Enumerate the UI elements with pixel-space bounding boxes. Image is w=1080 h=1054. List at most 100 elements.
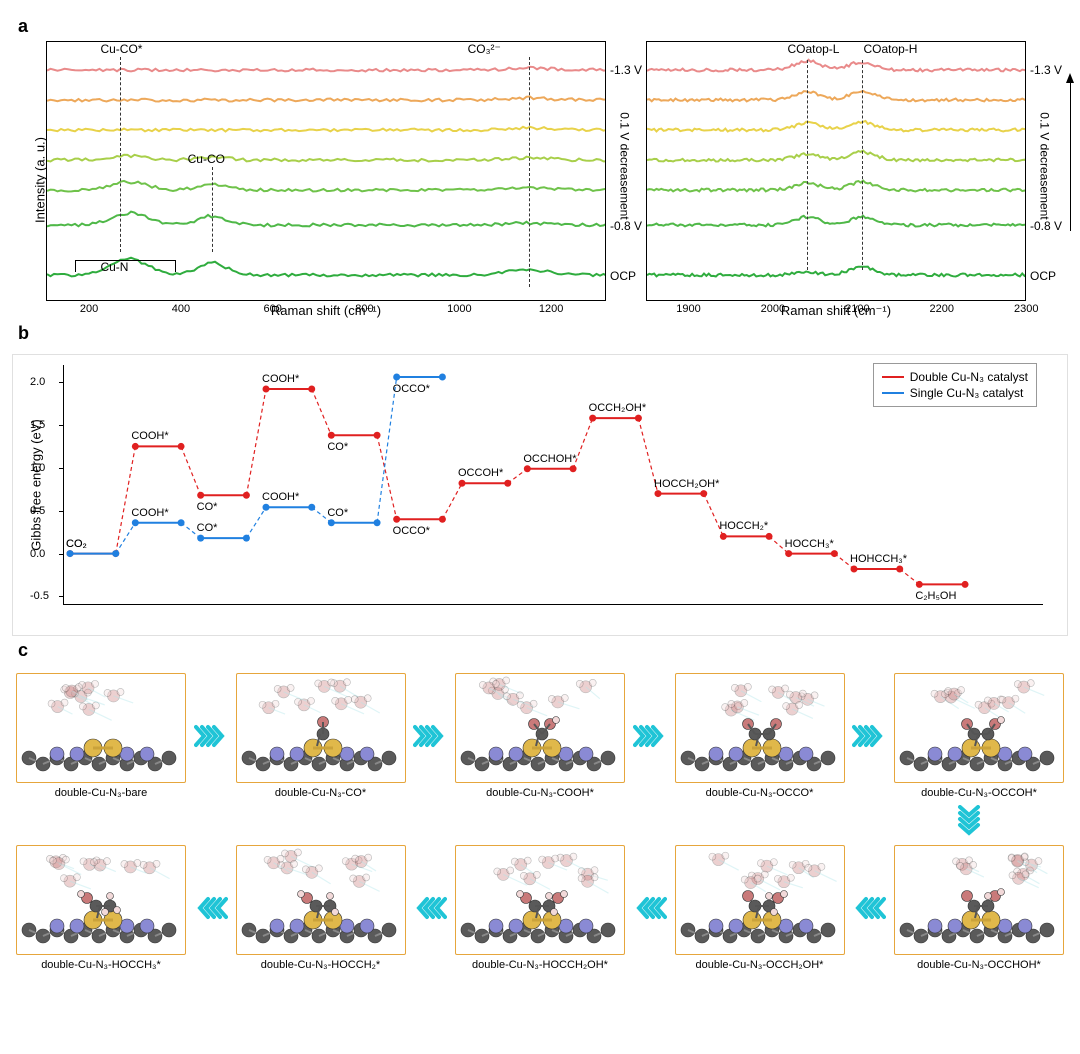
energy-step-label: CO* (327, 441, 348, 453)
structure-caption: double-Cu-N₃-OCCHOH* (917, 959, 1041, 971)
voltage-label: -0.8 V (1030, 219, 1062, 233)
side-label-a-left: 0.1 V decreasement (617, 112, 631, 219)
flow-arrow (413, 723, 447, 749)
panel-a: Intensity (a. u.) Cu-CO*Cu-COCO₃²⁻Cu-N 0… (12, 41, 1068, 319)
structure-caption: double-Cu-N₃-OCCOH* (921, 787, 1037, 799)
arrow-down (12, 805, 982, 839)
xtick: 2200 (930, 303, 954, 315)
structure-caption: double-Cu-N₃-CO* (275, 787, 366, 799)
energy-step-label: OCCO* (393, 525, 430, 537)
energy-step-label: HOHCCH₃* (850, 553, 907, 565)
structure-cell: double-Cu-N₃-OCCOH* (894, 673, 1064, 799)
peak-annotation: CO₃²⁻ (468, 42, 501, 56)
xtick: 2000 (761, 303, 785, 315)
structure-box (675, 673, 845, 783)
energy-step-label: HOCCH₂* (719, 520, 768, 532)
flow-arrow (194, 723, 228, 749)
voltage-label: -0.8 V (610, 219, 642, 233)
structure-box (236, 673, 406, 783)
energy-step-label: COOH* (262, 491, 299, 503)
legend-b: Double Cu-N₃ catalyst Single Cu-N₃ cataly… (873, 363, 1037, 407)
structure-box (675, 845, 845, 955)
voltage-label: -1.3 V (1030, 63, 1062, 77)
ytick: -0.5 (30, 590, 49, 602)
side-label-a-right: 0.1 V decreasement (1037, 112, 1051, 219)
energy-step-label: HOCCH₃* (785, 538, 834, 550)
structure-cell: double-Cu-N₃-CO* (236, 673, 406, 799)
structure-cell: double-Cu-N₃-OCCO* (675, 673, 845, 799)
energy-step-label: OCCOH* (458, 467, 503, 479)
panel-b-label: b (18, 323, 1068, 344)
raman-right-subplot: COatop-LCOatop-H 0.1 V decreasement Rama… (646, 41, 1026, 319)
flow-arrow (852, 723, 886, 749)
flow-arrow (194, 895, 228, 921)
ylabel-b: Gibbs free energy (eV) (29, 419, 44, 551)
structure-caption: double-Cu-N₃-COOH* (486, 787, 594, 799)
ytick: 0.0 (30, 548, 45, 560)
structure-box (455, 673, 625, 783)
energy-step-label: OCCO* (393, 383, 430, 395)
structure-caption: double-Cu-N₃-bare (55, 787, 148, 799)
xlabel-a-right: Raman shift (cm⁻¹) (646, 303, 1026, 319)
raman-left-subplot: Intensity (a. u.) Cu-CO*Cu-COCO₃²⁻Cu-N 0… (46, 41, 606, 319)
energy-step-label: C₂H₅OH (915, 590, 956, 602)
xtick: 1200 (539, 303, 563, 315)
panel-b: Gibbs free energy (eV) -0.5 0.0 0.5 1.0 1.5 2… (12, 354, 1068, 636)
structure-cell: double-Cu-N₃-HOCCH₂OH* (455, 845, 625, 971)
raman-left-plot: Cu-CO*Cu-COCO₃²⁻Cu-N (46, 41, 606, 301)
structure-cell: double-Cu-N₃-OCCH₂OH* (675, 845, 845, 971)
voltage-label: -1.3 V (610, 63, 642, 77)
xtick: 2300 (1014, 303, 1038, 315)
energy-step-label: COOH* (262, 373, 299, 385)
voltage-label: OCP (610, 269, 636, 283)
energy-step-label: CO₂ (66, 538, 87, 550)
energy-step-label: CO* (197, 501, 218, 513)
energy-step-label: HOCCH₂OH* (654, 478, 719, 490)
structure-cell: double-Cu-N₃-HOCCH₂* (236, 845, 406, 971)
structure-box (16, 673, 186, 783)
xtick: 600 (264, 303, 282, 315)
xtick: 1900 (676, 303, 700, 315)
xtick: 1000 (447, 303, 471, 315)
ytick: 1.5 (30, 419, 45, 431)
structure-box (236, 845, 406, 955)
xtick: 400 (172, 303, 190, 315)
peak-annotation: COatop-L (787, 42, 839, 56)
peak-annotation: Cu-CO* (100, 42, 142, 56)
flow-arrow (633, 895, 667, 921)
structure-caption: double-Cu-N₃-OCCH₂OH* (696, 959, 824, 971)
flow-arrow (413, 895, 447, 921)
peak-annotation: Cu-CO (188, 152, 225, 166)
structure-box (455, 845, 625, 955)
xlabel-a-left: Raman shift (cm⁻¹) (46, 303, 606, 319)
panel-c-row1: double-Cu-N₃-bare double-Cu-N₃-CO* double-… (16, 673, 1064, 799)
flow-arrow (852, 895, 886, 921)
structure-box (16, 845, 186, 955)
xtick: 800 (355, 303, 373, 315)
panel-a-label: a (18, 16, 1068, 37)
structure-cell: double-Cu-N₃-HOCCH₃* (16, 845, 186, 971)
structure-cell: double-Cu-N₃-bare (16, 673, 186, 799)
energy-step-label: COOH* (131, 430, 168, 442)
raman-right-plot: COatop-L COatop-H (646, 41, 1026, 301)
legend-item: Double Cu-N₃ catalyst (882, 370, 1028, 384)
flow-arrow (633, 723, 667, 749)
structure-caption: double-Cu-N₃-HOCCH₃* (41, 959, 161, 971)
xtick: 2100 (845, 303, 869, 315)
ytick: 0.5 (30, 505, 45, 517)
energy-step-label: COOH* (131, 507, 168, 519)
energy-step-label: CO* (327, 507, 348, 519)
ytick: 1.0 (30, 462, 45, 474)
panel-c-row2: double-Cu-N₃-HOCCH₃* double-Cu-N₃-HOCCH₂*… (16, 845, 1064, 971)
structure-caption: double-Cu-N₃-HOCCH₂OH* (472, 959, 608, 971)
energy-step-label: OCCHOH* (523, 453, 576, 465)
legend-item: Single Cu-N₃ catalyst (882, 386, 1028, 400)
energy-step-label: OCCH₂OH* (589, 402, 646, 414)
xtick: 200 (80, 303, 98, 315)
voltage-label: OCP (1030, 269, 1056, 283)
peak-annotation: COatop-H (863, 42, 917, 56)
energy-step-label: CO* (197, 522, 218, 534)
ytick: 2.0 (30, 376, 45, 388)
structure-cell: double-Cu-N₃-COOH* (455, 673, 625, 799)
structure-caption: double-Cu-N₃-HOCCH₂* (261, 959, 380, 971)
